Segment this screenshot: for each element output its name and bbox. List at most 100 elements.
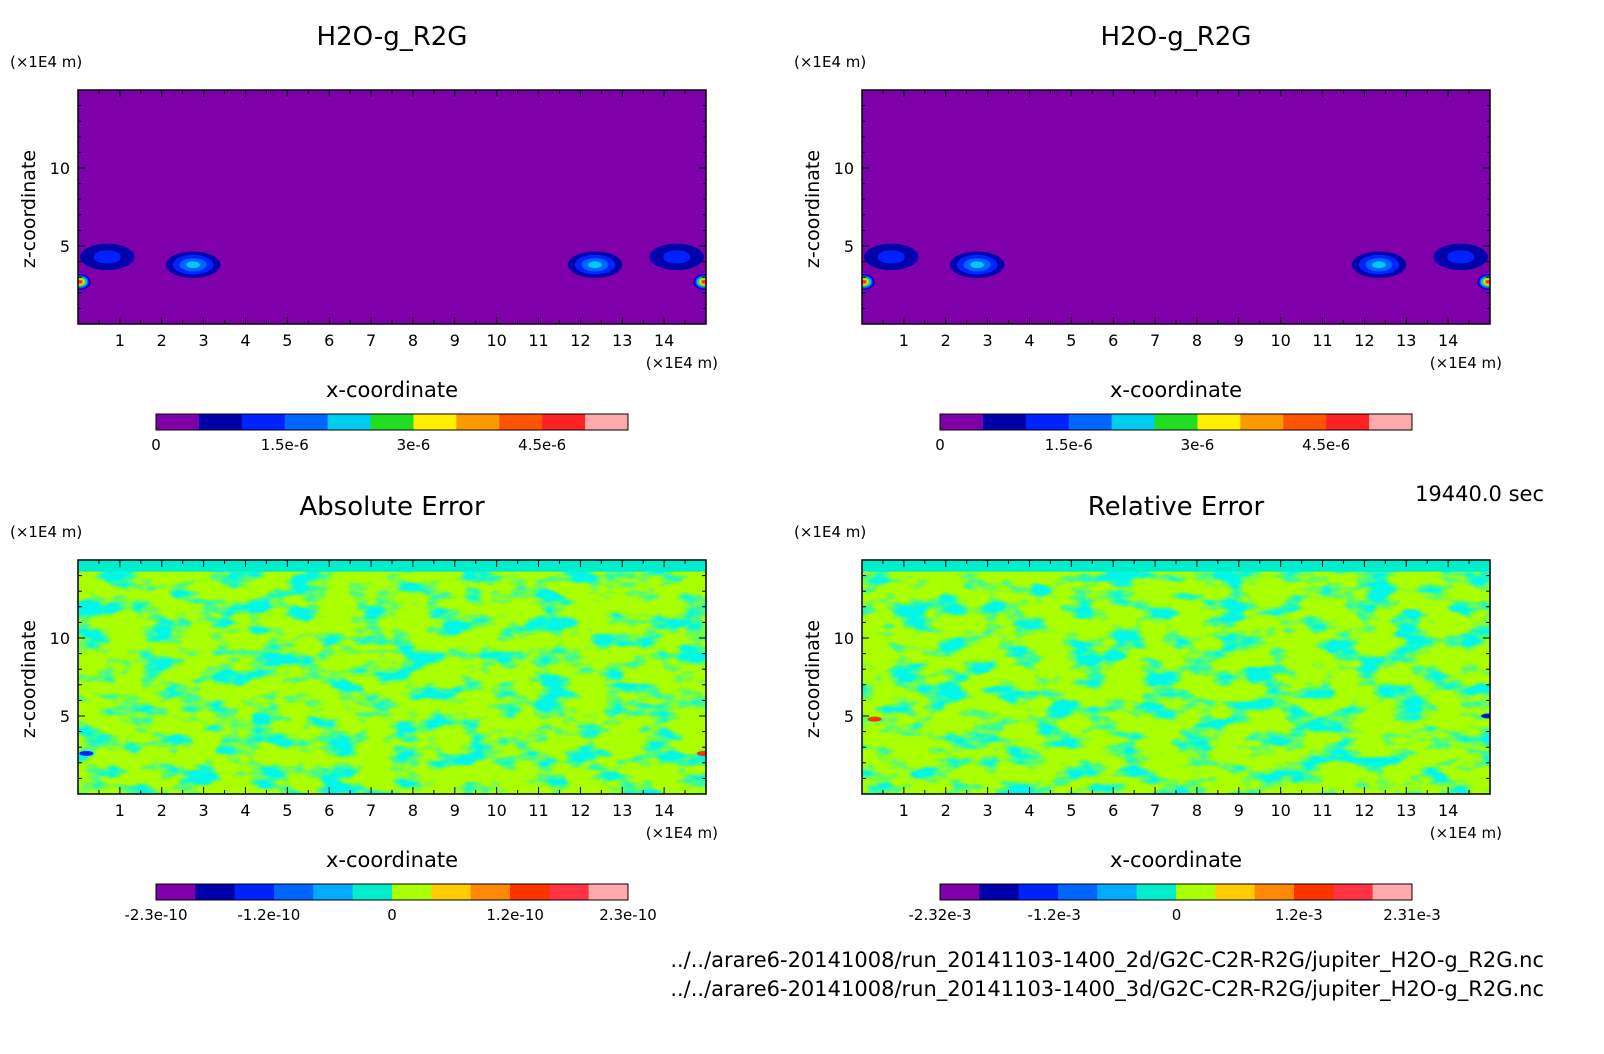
- plot-area: [862, 90, 1490, 324]
- colorbar-tick-label: -1.2e-10: [237, 906, 300, 924]
- colorbar: 0 1.5e-6 3e-6 4.5e-6: [935, 413, 1413, 454]
- colorbar-swatch: [1326, 414, 1370, 430]
- x-tick-label: 14: [654, 331, 674, 350]
- plot-area: [78, 560, 706, 794]
- colorbar-swatch: [313, 884, 354, 900]
- ticks: [861, 89, 1491, 325]
- x-tick-label: 9: [450, 801, 460, 820]
- file-path-2d: ../../arare6-20141008/run_20141103-1400_…: [670, 948, 1544, 972]
- colorbar-swatch: [1333, 884, 1374, 900]
- x-tick-label: 12: [570, 801, 590, 820]
- colorbar-swatch: [327, 414, 372, 430]
- contour-blob-5-9: [1486, 280, 1490, 284]
- y-unit-label: (×1E4 m): [794, 523, 866, 541]
- colorbar-swatch: [470, 884, 511, 900]
- x-tick-label: 12: [1354, 801, 1374, 820]
- colorbar-frame: [939, 883, 1413, 901]
- colorbar-swatch: [1068, 414, 1113, 430]
- plot-area: [78, 90, 706, 324]
- colorbar-frame: [939, 413, 1413, 431]
- contour-blob-4-9: [78, 280, 82, 284]
- chart-title: H2O-g_R2G: [1101, 22, 1252, 52]
- x-tick-label: 8: [1192, 331, 1202, 350]
- x-tick-label: 5: [1066, 801, 1076, 820]
- x-tick-label: 5: [1066, 331, 1076, 350]
- field-top-band: [78, 560, 706, 572]
- x-tick-label: 14: [654, 801, 674, 820]
- colorbar-swatch: [1283, 414, 1327, 430]
- plot-area: [862, 560, 1490, 794]
- x-tick-label: 11: [1312, 331, 1332, 350]
- x-tick-label: 10: [1270, 331, 1290, 350]
- y-unit-label: (×1E4 m): [794, 53, 866, 71]
- contour-blob-0-4: [186, 261, 200, 269]
- colorbar-tick-label: 2.3e-10: [599, 906, 657, 924]
- colorbar-swatch: [274, 884, 314, 900]
- timestamp: 19440.0 sec: [1415, 482, 1544, 506]
- field-top-band: [862, 560, 1490, 572]
- y-tick-label: 5: [844, 237, 854, 256]
- colorbar-tick-label: 3e-6: [397, 436, 431, 454]
- edge-spot-0: [79, 750, 94, 756]
- x-tick-label: 5: [282, 801, 292, 820]
- chart-title: Absolute Error: [299, 492, 485, 522]
- colorbar-tick-label: 4.5e-6: [518, 436, 566, 454]
- y-tick-label: 10: [50, 629, 70, 648]
- x-tick-label: 9: [1234, 801, 1244, 820]
- colorbar-swatch: [979, 884, 1020, 900]
- contour-blob-3-2: [663, 250, 691, 264]
- colorbar-tick-label: 4.5e-6: [1302, 436, 1350, 454]
- contour-blob-2-2: [93, 250, 121, 264]
- x-tick-label: 13: [1396, 801, 1416, 820]
- colorbar-swatch: [588, 884, 629, 900]
- colorbar-swatch: [510, 884, 550, 900]
- colorbar-swatch: [1154, 414, 1198, 430]
- colorbar-tick-label: 0: [387, 906, 397, 924]
- colorbar-swatch: [156, 414, 200, 430]
- x-unit-label: (×1E4 m): [1430, 354, 1502, 372]
- colorbar-swatch: [1197, 414, 1241, 430]
- x-tick-label: 6: [324, 331, 334, 350]
- x-unit-label: (×1E4 m): [646, 354, 718, 372]
- x-axis-title: x-coordinate: [1110, 848, 1242, 872]
- contour-blob-2-2: [877, 250, 905, 264]
- edge-spot-0: [867, 716, 882, 722]
- contour-blob-5-9: [702, 280, 706, 284]
- field-background: [862, 90, 1490, 324]
- y-tick-label: 5: [60, 707, 70, 726]
- colorbar-frame: [155, 413, 629, 431]
- x-tick-label: 14: [1438, 331, 1458, 350]
- colorbar-swatch: [195, 884, 236, 900]
- colorbar-swatch: [940, 884, 980, 900]
- x-tick-label: 2: [157, 801, 167, 820]
- colorbar-swatch: [370, 414, 414, 430]
- x-tick-label: 2: [941, 801, 951, 820]
- colorbar-swatch: [585, 414, 629, 430]
- colorbar-swatch: [241, 414, 286, 430]
- x-tick-label: 13: [612, 801, 632, 820]
- x-tick-label: 6: [1108, 331, 1118, 350]
- colorbar-swatch: [1294, 884, 1334, 900]
- x-tick-label: 9: [450, 331, 460, 350]
- contour-blob-0-4: [970, 261, 984, 269]
- colorbar-swatch: [1254, 884, 1295, 900]
- x-tick-label: 1: [115, 331, 125, 350]
- x-tick-label: 12: [570, 331, 590, 350]
- field-pattern: [862, 560, 1490, 794]
- contour-blob-3-2: [1447, 250, 1475, 264]
- colorbar-swatch: [940, 414, 984, 430]
- colorbar-swatch: [1097, 884, 1138, 900]
- colorbar-tick-label: 3e-6: [1181, 436, 1215, 454]
- colorbar-swatch: [198, 414, 243, 430]
- y-tick-label: 10: [834, 629, 854, 648]
- y-tick-label: 10: [50, 159, 70, 178]
- colorbar-swatch: [542, 414, 586, 430]
- y-unit-label: (×1E4 m): [10, 523, 82, 541]
- x-tick-label: 3: [983, 801, 993, 820]
- chart-title: H2O-g_R2G: [317, 22, 468, 52]
- colorbar-tick-label: 0: [935, 436, 945, 454]
